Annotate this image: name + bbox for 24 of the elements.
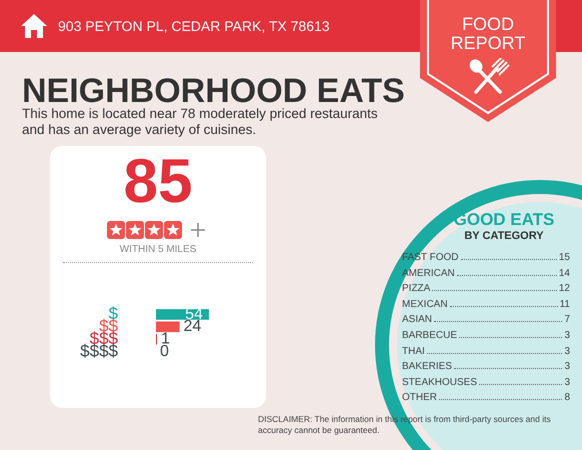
category-label: ASIAN [402,314,432,326]
text: BY CATEGORY [463,230,545,242]
data-label: 15 [558,252,570,263]
category-label: OTHER [402,392,437,404]
category-label: PIZZA [402,283,430,294]
text: 903 PEYTON PL, CEDAR PARK, TX 78613 [58,18,330,34]
chart-subtitle: This home is located near 78 moderately priced restaurants and has an average variety of cuisines. [22,106,379,138]
text: FOOD REPORT [450,14,526,53]
category-label: STEAKHOUSES [402,376,478,388]
data-label: 8 [564,392,570,404]
text: 85 [122,146,194,218]
data-label: 3 [564,330,570,341]
category-label: BAKERIES [402,361,452,372]
data-label: 7 [564,314,570,326]
data-label: 3 [564,376,570,388]
category-label: THAI [402,346,425,357]
data-label: 14 [558,268,570,279]
category-label: BARBECUE [402,330,458,341]
category-label: MEXICAN [402,298,448,310]
text: WITHIN 5 MILES [118,244,198,255]
data-label: 3 [564,361,570,372]
data-label: 11 [560,298,570,310]
data-label: 3 [564,346,570,357]
data-label: 12 [558,283,570,294]
